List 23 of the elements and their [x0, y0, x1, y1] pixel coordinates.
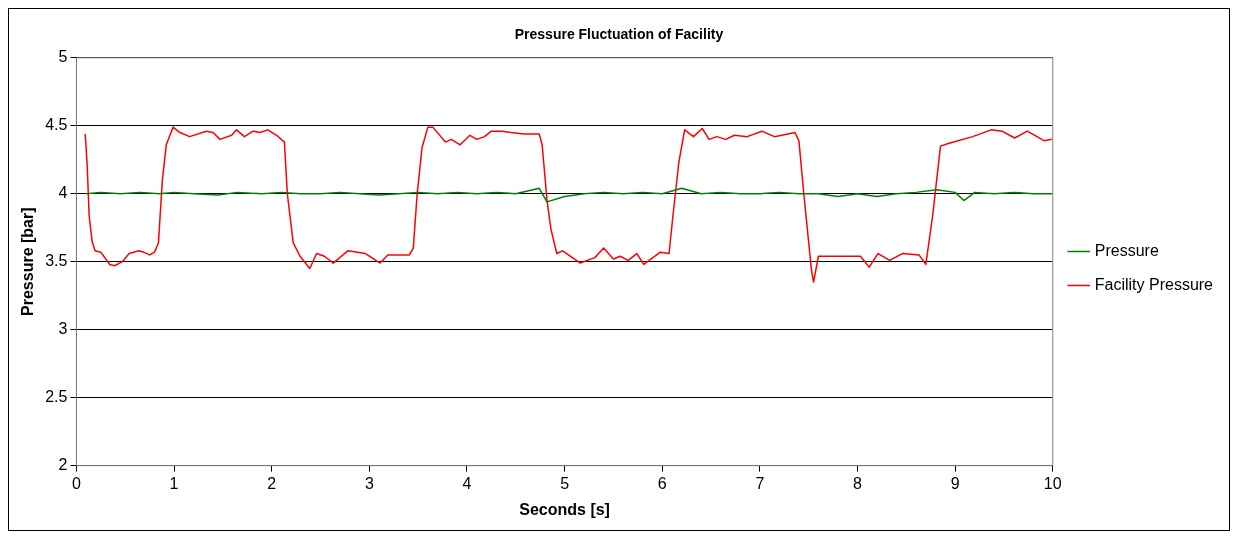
legend-label: Pressure — [1094, 241, 1159, 259]
x-tick-label: 1 — [169, 474, 179, 492]
y-axis-title: Pressure [bar] — [19, 207, 37, 316]
x-tick-label: 5 — [560, 474, 570, 492]
y-tick-label: 4 — [58, 184, 68, 202]
x-tick-label: 10 — [1043, 474, 1062, 492]
x-tick-label: 2 — [267, 474, 277, 492]
x-tick-label: 6 — [657, 474, 667, 492]
y-tick-label: 3.5 — [45, 252, 68, 270]
x-tick-label: 0 — [71, 474, 81, 492]
x-axis-title: Seconds [s] — [519, 500, 610, 518]
x-tick-label: 3 — [364, 474, 374, 492]
y-tick-label: 3 — [58, 320, 68, 338]
y-tick-label: 4.5 — [45, 116, 68, 134]
x-tick-label: 9 — [950, 474, 960, 492]
y-tick-label: 2 — [58, 456, 68, 474]
x-tick-label: 8 — [853, 474, 863, 492]
x-tick-label: 4 — [462, 474, 472, 492]
y-tick-label: 5 — [58, 48, 68, 66]
y-tick-label: 2.5 — [45, 388, 68, 406]
x-tick-label: 7 — [755, 474, 765, 492]
legend-label: Facility Pressure — [1094, 275, 1214, 293]
chart-title: Pressure Fluctuation of Facility — [514, 26, 724, 43]
